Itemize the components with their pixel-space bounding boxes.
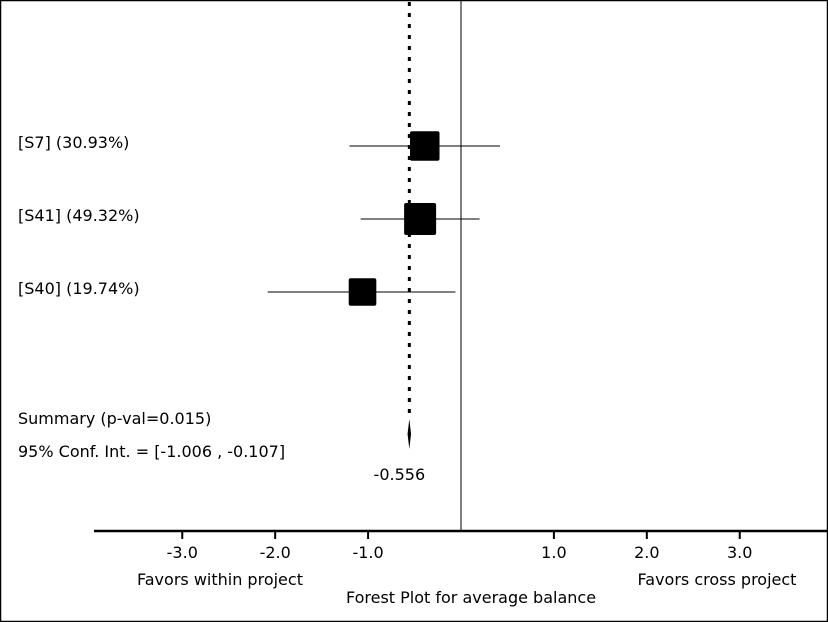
- summary-label: Summary (p-val=0.015): [18, 409, 211, 428]
- x-tick-label: -2.0: [260, 543, 291, 562]
- study-estimate-square: [410, 131, 440, 161]
- summary-diamond: [407, 419, 412, 449]
- x-tick-label: -3.0: [167, 543, 198, 562]
- study-label: [S7] (30.93%): [18, 133, 129, 152]
- x-tick-label: -1.0: [352, 543, 383, 562]
- study-estimate-square: [404, 203, 437, 235]
- summary-ci-label: 95% Conf. Int. = [-1.006 , -0.107]: [18, 442, 285, 461]
- chart-title: Forest Plot for average balance: [346, 588, 596, 607]
- x-label-left: Favors within project: [137, 570, 303, 589]
- x-tick-label: 1.0: [541, 543, 566, 562]
- study-label: [S41] (49.32%): [18, 206, 140, 225]
- studies-group: [S7] (30.93%) [S41] (49.32%) [S40] (19.74%…: [18, 131, 501, 306]
- study-row: [S41] (49.32%): [18, 203, 480, 235]
- x-tick-label: 2.0: [634, 543, 659, 562]
- x-label-right: Favors cross project: [638, 570, 797, 589]
- x-tick-label: 3.0: [727, 543, 752, 562]
- x-axis-ticks: -3.0 -2.0 -1.0 1.0 2.0 3.0: [167, 531, 752, 562]
- study-label: [S40] (19.74%): [18, 279, 140, 298]
- study-row: [S40] (19.74%): [18, 278, 456, 306]
- study-row: [S7] (30.93%): [18, 131, 501, 161]
- summary-estimate-label: -0.556: [374, 465, 426, 484]
- study-estimate-square: [348, 278, 377, 306]
